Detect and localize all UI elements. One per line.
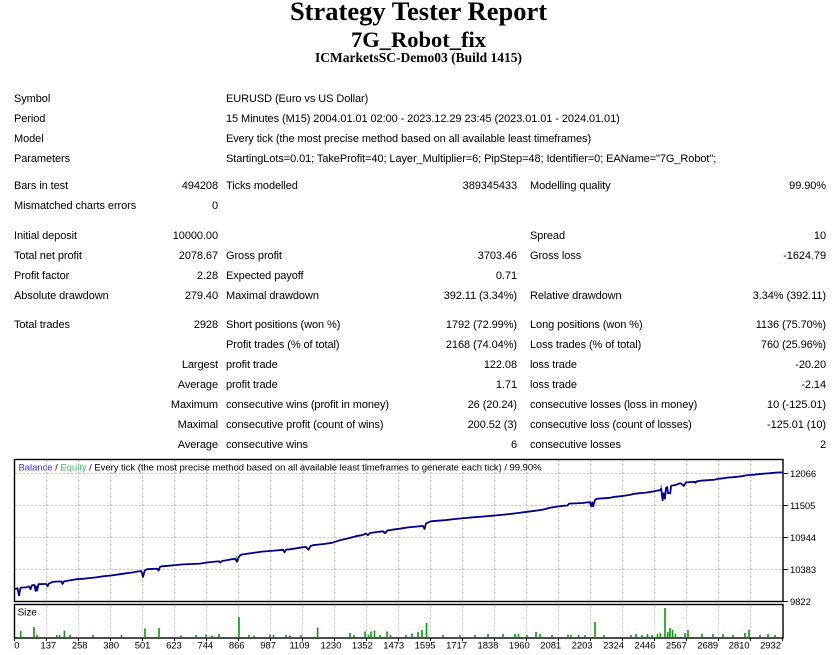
svg-text:380: 380 xyxy=(103,641,119,652)
svg-text:1352: 1352 xyxy=(352,641,373,652)
svg-text:2932: 2932 xyxy=(760,641,781,652)
svg-text:501: 501 xyxy=(135,641,151,652)
svg-text:1717: 1717 xyxy=(446,641,467,652)
svg-text:11505: 11505 xyxy=(790,501,815,512)
svg-text:623: 623 xyxy=(166,641,182,652)
svg-text:866: 866 xyxy=(229,641,245,652)
svg-text:12066: 12066 xyxy=(790,469,816,480)
svg-text:9822: 9822 xyxy=(790,597,811,608)
svg-text:2689: 2689 xyxy=(697,641,718,652)
svg-text:2081: 2081 xyxy=(540,641,561,652)
svg-text:744: 744 xyxy=(197,641,213,652)
svg-text:10383: 10383 xyxy=(790,565,816,576)
svg-text:987: 987 xyxy=(260,641,276,652)
svg-text:1838: 1838 xyxy=(477,641,498,652)
svg-text:137: 137 xyxy=(40,641,56,652)
svg-text:1960: 1960 xyxy=(509,641,530,652)
svg-text:Size: Size xyxy=(18,608,38,619)
svg-text:0: 0 xyxy=(14,641,19,652)
svg-text:2567: 2567 xyxy=(666,641,687,652)
svg-text:258: 258 xyxy=(72,641,88,652)
svg-text:1595: 1595 xyxy=(415,641,436,652)
svg-text:Balance / Equity / Every tick: Balance / Equity / Every tick (the most … xyxy=(19,463,543,474)
svg-text:1230: 1230 xyxy=(320,641,341,652)
svg-text:2446: 2446 xyxy=(634,641,655,652)
svg-text:10944: 10944 xyxy=(790,533,816,544)
svg-text:1109: 1109 xyxy=(289,641,309,652)
svg-text:2324: 2324 xyxy=(603,641,624,652)
svg-text:2810: 2810 xyxy=(729,641,750,652)
svg-text:1473: 1473 xyxy=(383,641,404,652)
svg-text:2203: 2203 xyxy=(572,641,593,652)
